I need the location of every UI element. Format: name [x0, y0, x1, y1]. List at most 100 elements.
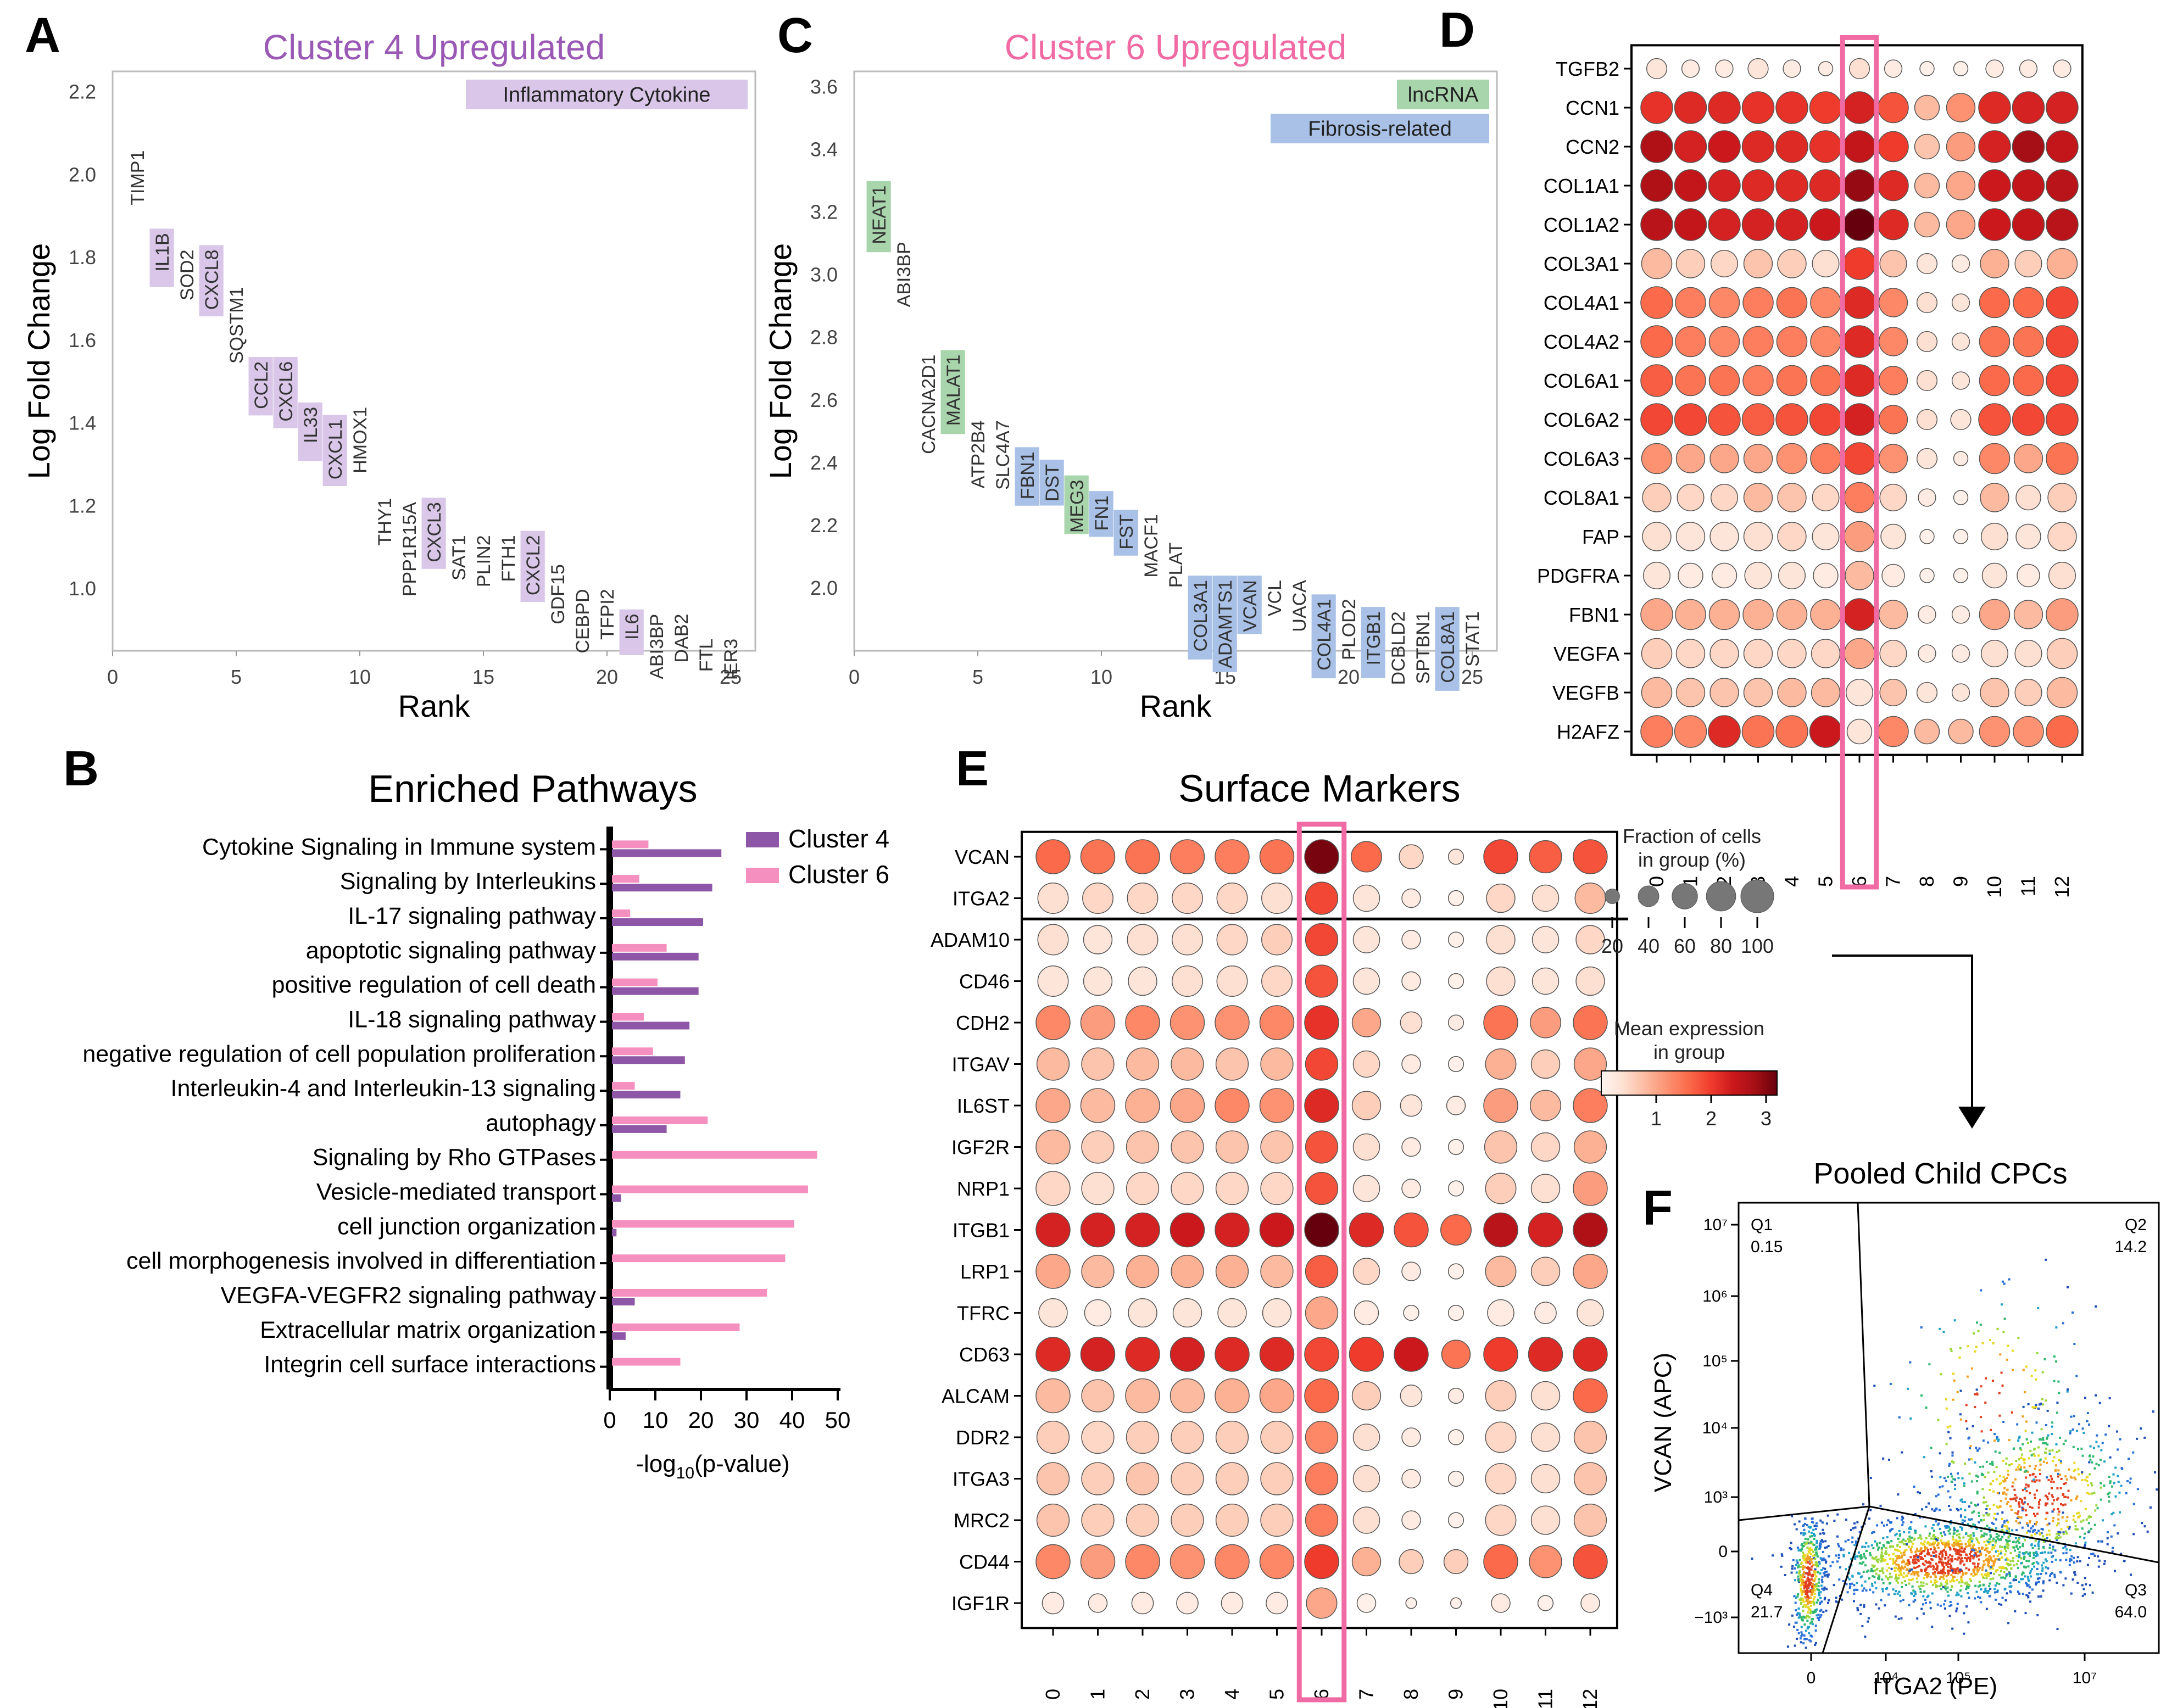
gene-label: SAT1	[449, 535, 470, 581]
gate-line	[1822, 1506, 1870, 1654]
dot	[1126, 1462, 1160, 1495]
x-tick-label: 30	[734, 1407, 760, 1433]
dot	[1681, 59, 1700, 78]
dot	[1575, 966, 1605, 996]
dot	[1640, 715, 1673, 748]
dot	[1305, 1462, 1339, 1495]
dot	[1400, 1094, 1423, 1117]
x-tick-label: 20	[1338, 666, 1360, 688]
gate-line	[1738, 1505, 1870, 1521]
gene-highlight-box	[1435, 607, 1460, 691]
dot	[1215, 1130, 1249, 1164]
gene-highlight-box	[1089, 491, 1113, 537]
dot	[1777, 249, 1807, 278]
dot	[1405, 1597, 1417, 1609]
dot	[1532, 884, 1560, 912]
dot	[1810, 365, 1841, 397]
dot	[1879, 639, 1907, 668]
dot	[2046, 638, 2078, 669]
dot	[1878, 288, 1908, 317]
gene-label: THY1	[375, 498, 396, 546]
panel-d-dotplot: TGFB2 CCN1 CCN2 COL1A1 COL1A2 COL3A1 COL4A1 COL…	[1537, 35, 2084, 898]
pathway-label: Integrin cell surface interactions	[264, 1352, 596, 1378]
y-tick-label: 3.2	[810, 201, 838, 224]
size-legend-title: Fraction of cells	[1623, 825, 1761, 847]
gene-label: PDGFRA	[1537, 565, 1619, 587]
y-tick-label: 2.2	[69, 81, 96, 103]
dot	[1450, 1597, 1462, 1609]
dot	[1640, 286, 1673, 319]
dot	[2015, 484, 2041, 511]
dot	[1447, 1429, 1464, 1445]
dot	[1743, 249, 1773, 278]
gene-label: COL8A1	[1544, 487, 1619, 509]
gene-label: VCL	[1265, 580, 1285, 616]
dot	[1082, 883, 1113, 914]
dot	[1036, 1503, 1070, 1537]
dot	[1951, 371, 1970, 390]
dot	[1914, 718, 1940, 745]
gene-label: DST	[1042, 464, 1063, 501]
cluster-label: 8	[1400, 1689, 1422, 1700]
dot	[1170, 1337, 1205, 1372]
dot	[1675, 522, 1706, 551]
bar-cluster-6	[612, 1116, 708, 1124]
dot	[1035, 1005, 1071, 1040]
dot	[1352, 1133, 1380, 1161]
dot	[1646, 58, 1668, 80]
dot	[1919, 61, 1935, 76]
dot	[1916, 370, 1938, 392]
y-tick-label: 1.6	[69, 329, 96, 351]
gene-highlight-box	[1015, 447, 1039, 506]
dot	[1979, 365, 2011, 397]
y-tick-label: 2.8	[810, 326, 838, 349]
dot	[1953, 451, 1969, 466]
dot	[1980, 522, 2009, 551]
cluster-label: 11	[2017, 876, 2040, 896]
dot	[1675, 249, 1706, 278]
dot	[1215, 1462, 1249, 1495]
dot	[1848, 58, 1870, 80]
dot	[1352, 926, 1380, 953]
dot	[1215, 1047, 1249, 1081]
dot	[1809, 169, 1842, 202]
dot	[1843, 286, 1876, 319]
gene-label: MEG3	[1067, 480, 1088, 533]
dot	[1532, 967, 1560, 995]
dot	[1484, 1130, 1518, 1164]
gene-label: TFRC	[957, 1302, 1010, 1325]
dot	[1675, 678, 1706, 707]
dot	[1918, 605, 1936, 624]
dot	[1573, 839, 1608, 874]
dot	[1879, 483, 1907, 512]
gene-label: PPP1R15A	[399, 502, 420, 596]
y-tick-label: 10⁶	[1702, 1287, 1728, 1305]
dot	[1259, 1088, 1295, 1123]
dot	[2013, 716, 2044, 747]
dot	[1530, 1422, 1561, 1452]
gene-label: CCN2	[1566, 136, 1619, 158]
dot	[1487, 1299, 1514, 1327]
bar-cluster-6	[612, 1082, 635, 1090]
dot	[1401, 1137, 1421, 1157]
dot	[1215, 1254, 1249, 1288]
dot	[1171, 1503, 1204, 1537]
legend-swatch	[746, 832, 779, 847]
dot	[1715, 59, 1734, 78]
dot	[1260, 1420, 1294, 1454]
dot	[1352, 1424, 1380, 1451]
dot	[1878, 131, 1909, 163]
dot	[1775, 208, 1808, 241]
dot	[1914, 211, 1940, 238]
dot	[1810, 443, 1841, 475]
gene-label: CXCL2	[523, 535, 544, 595]
gene-label: CCN1	[1566, 97, 1619, 119]
quadrant-percent: 21.7	[1751, 1603, 1783, 1621]
gene-label: FAP	[1582, 526, 1619, 548]
dot	[1441, 1339, 1471, 1369]
panel-b-enriched-pathways: Enriched Pathways 0 10 20 30 40 50 -log10(p-val…	[82, 767, 889, 1482]
chart-title: Enriched Pathways	[368, 767, 697, 810]
dot	[1035, 1171, 1071, 1206]
dot	[1401, 1469, 1421, 1489]
dot	[1741, 208, 1775, 241]
